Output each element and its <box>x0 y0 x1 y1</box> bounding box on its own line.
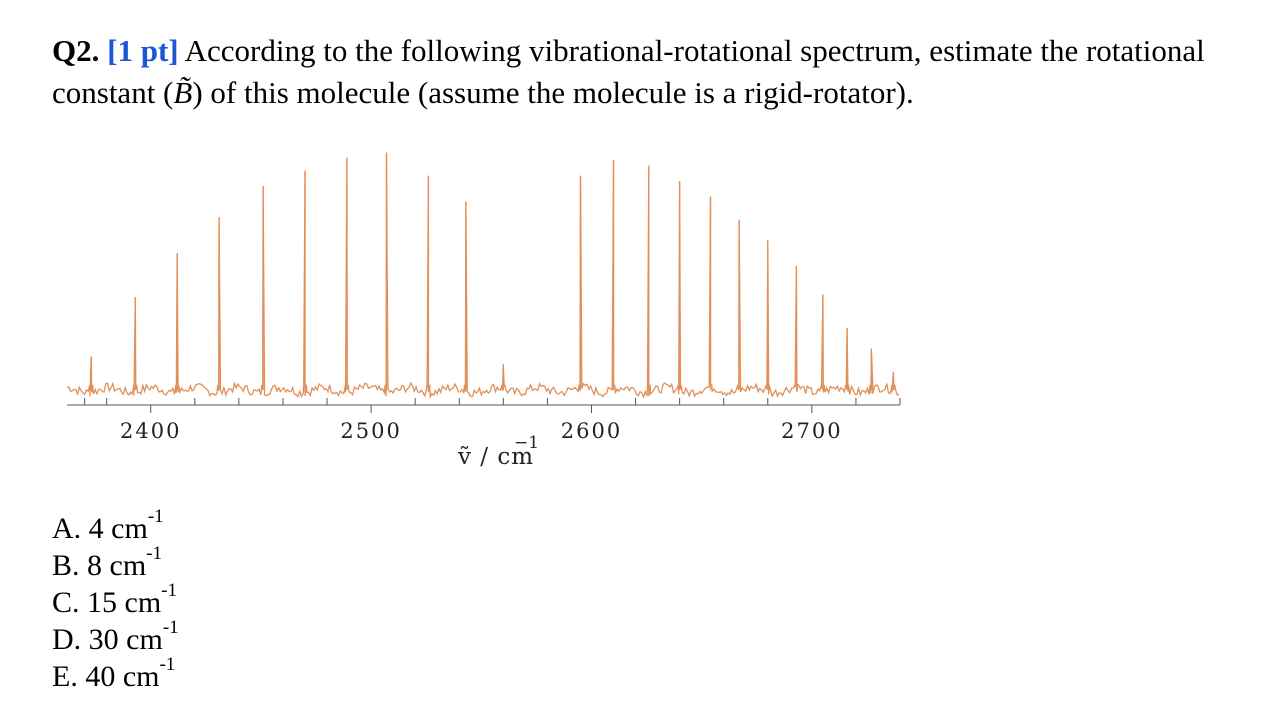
x-tick-label: 2400 <box>120 419 181 443</box>
question-points: [1 pt] <box>107 33 179 68</box>
option-exponent: -1 <box>161 580 177 601</box>
spectrum-peaks <box>90 152 895 390</box>
x-tick-label: 2500 <box>340 419 401 443</box>
option-value: 40 cm <box>85 660 160 693</box>
answer-option[interactable]: A. 4 cm-1 <box>52 507 179 547</box>
answer-option[interactable]: E. 40 cm-1 <box>52 655 179 695</box>
x-axis-title: ṽ / cm <box>457 444 534 470</box>
option-value: 8 cm <box>87 549 147 582</box>
x-tick-labels: 2400 2500 2600 2700 <box>120 419 842 443</box>
option-exponent: -1 <box>147 506 164 527</box>
question-text: Q2. [1 pt] According to the following vi… <box>52 30 1267 114</box>
option-letter: E. <box>52 660 78 693</box>
option-letter: B. <box>52 549 80 582</box>
answer-options: A. 4 cm-1 B. 8 cm-1 C. 15 cm-1 D. 30 cm-1 E.… <box>52 507 179 695</box>
answer-option[interactable]: D. 30 cm-1 <box>52 618 179 658</box>
option-value: 4 cm <box>88 512 148 545</box>
x-axis-title-superscript: −1 <box>514 433 539 453</box>
question-body-start: According to the following vibrational-r… <box>52 33 1205 110</box>
option-value: 30 cm <box>88 623 163 656</box>
spectrum-line <box>66 152 900 400</box>
rotational-constant-symbol: B̃ <box>173 75 193 110</box>
option-letter: D. <box>52 623 82 656</box>
option-letter: A. <box>52 512 82 545</box>
question-number: Q2. <box>52 33 100 68</box>
option-value: 15 cm <box>87 586 162 619</box>
x-tick-label: 2700 <box>781 419 842 443</box>
option-letter: C. <box>52 586 80 619</box>
x-tick-label: 2600 <box>561 419 622 443</box>
option-exponent: -1 <box>159 654 176 675</box>
question-body-end: ) of this molecule (assume the molecule … <box>192 75 914 110</box>
answer-option[interactable]: C. 15 cm-1 <box>52 581 179 621</box>
option-exponent: -1 <box>146 543 162 564</box>
option-exponent: -1 <box>162 617 179 638</box>
x-axis-ticks <box>84 398 901 413</box>
answer-option[interactable]: B. 8 cm-1 <box>52 544 179 584</box>
